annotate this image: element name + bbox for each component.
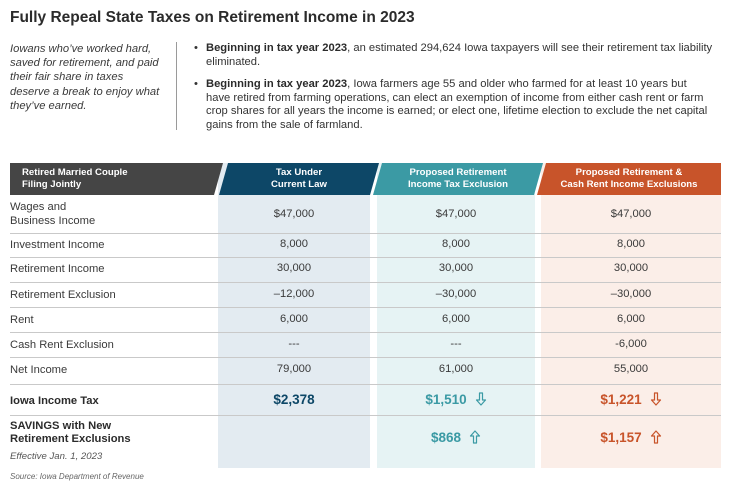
bullet-dot: • — [194, 42, 198, 54]
cell-retirement-exclusion: $47,000 — [435, 208, 477, 220]
cell-current-law: --- — [288, 338, 300, 350]
savings-cash-rent-cell: $1,157 — [541, 430, 721, 445]
cell-retirement-exclusion: 8,000 — [442, 238, 470, 250]
up-arrow-icon — [469, 430, 481, 444]
header-filing-status: Retired Married Couple Filing Jointly — [10, 163, 223, 195]
header-line: Filing Jointly — [22, 179, 82, 190]
page-title: Fully Repeal State Taxes on Retirement I… — [10, 9, 415, 26]
row-label: Retirement Income — [10, 263, 105, 275]
current-law-column-bg — [218, 163, 370, 468]
cell-cash-rent: -6,000 — [615, 338, 647, 350]
cell-cash-rent: 8,000 — [617, 238, 645, 250]
header-cash-rent-exclusions: Proposed Retirement & Cash Rent Income Ex… — [537, 163, 721, 195]
tax-current-law: $2,378 — [273, 392, 315, 407]
row-label: Iowa Income Tax — [10, 395, 99, 407]
header-line: Current Law — [271, 179, 327, 190]
row-label: SAVINGS with New Retirement Exclusions — [10, 420, 131, 445]
row-separator — [10, 357, 721, 358]
cell-retirement-exclusion: 61,000 — [438, 363, 474, 375]
bullet-lead: Beginning in tax year 2023 — [206, 78, 348, 91]
tax-cash-rent: $1,221 — [600, 392, 642, 407]
row-label: Wages and Business Income — [10, 201, 96, 227]
bullet-text: , an estimated 294,624 Iowa taxpayers wi… — [206, 42, 713, 68]
row-separator — [10, 384, 721, 385]
cell-current-law: 6,000 — [280, 313, 308, 325]
row-separator — [10, 282, 721, 283]
cell-cash-rent: $47,000 — [610, 208, 652, 220]
cell-retirement-exclusion: --- — [450, 338, 462, 350]
cell-cash-rent: 55,000 — [613, 363, 649, 375]
retirement-exclusion-column-bg — [377, 163, 535, 468]
down-arrow-icon — [650, 392, 661, 406]
savings-cash-rent: $1,157 — [600, 430, 642, 445]
header-line: Tax Under — [275, 167, 323, 178]
cell-retirement-exclusion: 30,000 — [438, 262, 474, 274]
tax-retirement-exclusion-cell: $1,510 — [377, 392, 535, 407]
cell-retirement-exclusion: 6,000 — [442, 313, 470, 325]
row-separator — [10, 332, 721, 333]
row-label: Retirement Exclusion — [10, 289, 116, 301]
row-separator — [10, 307, 721, 308]
up-arrow-icon — [650, 430, 661, 444]
bullet-dot: • — [194, 78, 198, 91]
savings-retirement-exclusion: $868 — [430, 430, 462, 445]
bullet-text: , Iowa farmers age 55 and older who farm… — [206, 78, 708, 131]
effective-date-note: Effective Jan. 1, 2023 — [10, 451, 103, 462]
bullet-lead: Beginning in tax year 2023 — [206, 42, 348, 54]
savings-retirement-exclusion-cell: $868 — [377, 430, 535, 445]
row-label: Investment Income — [10, 239, 105, 251]
bullet-list: • Beginning in tax year 2023, an estimate… — [194, 42, 714, 133]
cell-current-law: 79,000 — [276, 363, 312, 375]
cell-current-law: 30,000 — [276, 262, 312, 274]
cell-cash-rent: 6,000 — [617, 313, 645, 325]
row-separator — [10, 233, 721, 234]
intro-text: Iowans who’ve worked hard, saved for ret… — [10, 43, 160, 112]
cell-retirement-exclusion: –30,000 — [435, 288, 477, 300]
row-label: Net Income — [10, 364, 68, 376]
cell-current-law: 8,000 — [280, 238, 308, 250]
row-label: Cash Rent Exclusion — [10, 339, 114, 351]
cell-cash-rent: 30,000 — [613, 262, 649, 274]
header-line: Retired Married Couple — [22, 167, 128, 178]
tax-cash-rent-cell: $1,221 — [541, 392, 721, 407]
tax-retirement-exclusion: $1,510 — [425, 392, 467, 407]
header-retirement-exclusion: Proposed Retirement Income Tax Exclusion — [373, 163, 543, 195]
header-line: Income Tax Exclusion — [407, 179, 509, 190]
header-current-law: Tax Under Current Law — [219, 163, 379, 195]
cell-cash-rent: –30,000 — [610, 288, 652, 300]
divider-line — [176, 42, 177, 130]
cell-current-law: $47,000 — [273, 208, 315, 220]
bullet-item: • Beginning in tax year 2023, an estimate… — [194, 42, 714, 69]
row-separator — [10, 257, 721, 258]
source-note: Source: Iowa Department of Revenue — [10, 472, 144, 481]
header-line: Proposed Retirement — [409, 167, 507, 178]
cash-rent-column-bg — [541, 163, 721, 468]
down-arrow-icon — [475, 392, 486, 406]
row-label: Rent — [10, 314, 34, 326]
row-separator — [10, 415, 721, 416]
header-line: Cash Rent Income Exclusions — [560, 179, 698, 190]
cell-current-law: –12,000 — [273, 288, 315, 300]
bullet-item: • Beginning in tax year 2023, Iowa farmer… — [194, 78, 714, 132]
header-line: Proposed Retirement & — [575, 167, 683, 178]
